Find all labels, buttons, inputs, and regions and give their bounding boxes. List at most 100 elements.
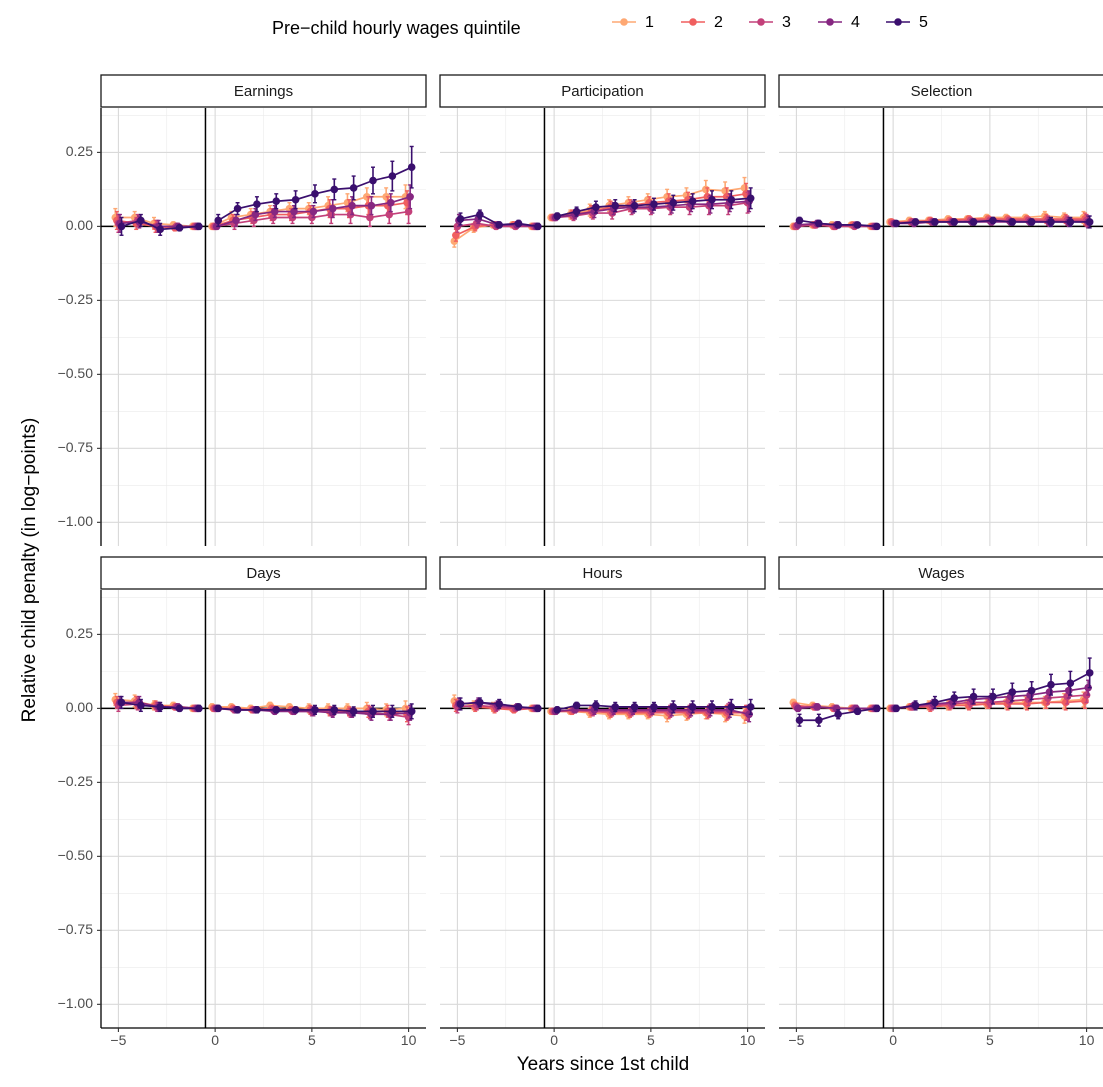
data-point [214,216,223,225]
data-point [404,207,413,216]
x-tick-label: 5 [308,1032,316,1048]
data-point [892,219,901,228]
panel-wages: Wages −5 0 5 10 [778,556,1103,1048]
data-point [330,185,339,194]
data-point [367,201,376,210]
data-point [514,703,523,711]
data-point [669,198,678,207]
data-point [727,195,736,204]
series-5 [456,697,755,715]
data-point [688,703,697,711]
data-point [969,218,978,226]
panel-grid [440,590,765,1028]
data-point [476,210,484,219]
data-point [969,692,978,701]
series-5 [795,215,1094,231]
data-point [366,213,374,222]
data-point [175,704,184,713]
data-point [669,703,678,711]
data-point [311,706,319,714]
y-tick-label: −0.25 [58,773,94,789]
legend-key-point [757,18,765,26]
data-point [349,707,358,716]
data-point [1027,218,1036,226]
data-point [272,197,281,206]
data-point [476,698,484,707]
series-5 [795,657,1094,727]
data-point [156,225,164,234]
panel-strip [439,556,766,590]
x-tick-label: 0 [889,1032,897,1048]
data-point [592,203,600,211]
data-point [1085,669,1094,677]
panel-grid [101,590,426,1028]
panel-strip [439,74,766,108]
data-point [853,221,862,229]
data-point [311,190,319,198]
data-point [456,700,465,708]
data-point [1047,680,1055,689]
panel-selection: Selection [778,74,1103,546]
data-point [349,184,358,192]
data-point [348,201,356,210]
data-point [369,707,377,716]
data-point [1066,218,1075,226]
data-point [1066,679,1075,688]
legend-title: Pre−child hourly wages quintile [272,18,521,38]
data-point [989,216,997,225]
data-point [708,195,716,204]
data-point [385,210,394,219]
data-point [495,700,503,708]
y-tick-label: −0.25 [58,291,94,307]
legend-key-point [826,18,834,26]
y-tick-label: 0.25 [66,143,93,159]
data-point [253,200,261,208]
data-point [137,216,145,225]
panel-earnings: Earnings 0.25 0.00 −0.25 −0.50 −0.75 −1.00 [58,74,427,546]
data-point [931,218,939,226]
data-point [290,207,298,216]
legend-item-2: 2 [681,14,723,31]
y-tick-label: 0.25 [66,625,93,641]
series-5 [456,187,755,231]
y-axis-title: Relative child penalty (in log−points) [19,418,40,723]
panel-grid [440,108,765,546]
data-point [330,706,339,714]
data-point [117,222,126,231]
panel-days: Days 0.25 0.00 −0.25 −0.50 −0.75 −1.00 −5 0 5 10 [58,556,427,1048]
data-point [630,703,639,711]
panel-strip-label: Selection [911,83,973,100]
panel-strip-label: Hours [582,565,622,582]
data-point [795,716,804,725]
data-point [950,218,959,226]
data-point [251,210,260,219]
legend-label: 2 [714,14,723,31]
panels: Earnings 0.25 0.00 −0.25 −0.50 −0.75 −1.00 Part… [58,74,1103,1048]
panel-grid [101,108,426,546]
panel-strip-label: Days [246,565,280,582]
data-point [514,219,523,228]
data-point [746,703,755,711]
legend-item-5: 5 [886,14,928,31]
x-tick-label: 0 [550,1032,558,1048]
data-point [727,703,736,711]
data-point [572,207,581,216]
series-5 [117,145,416,236]
data-point [572,701,581,710]
data-point [702,185,710,194]
data-point [892,704,901,713]
data-point [688,197,697,206]
data-point [911,218,920,226]
y-tick-label: −0.50 [58,365,94,381]
legend-label: 3 [782,14,791,31]
data-point [175,224,184,232]
y-tick-label: −1.00 [58,995,94,1011]
y-tick-label: −0.50 [58,847,94,863]
data-point [931,698,939,707]
data-point [553,706,562,714]
data-point [407,163,416,171]
data-point [534,222,542,231]
legend-key-point [894,18,902,26]
legend-item-3: 3 [749,14,791,31]
